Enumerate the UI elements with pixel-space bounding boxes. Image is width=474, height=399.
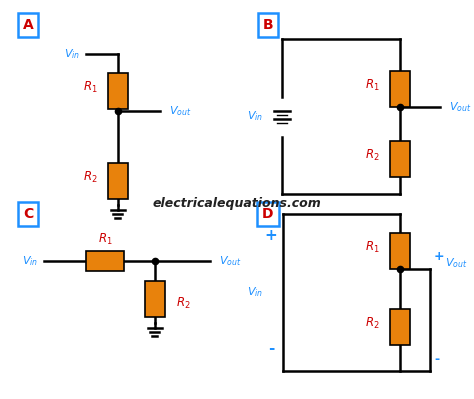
Text: $V_{out}$: $V_{out}$ (449, 100, 471, 114)
Bar (390, 309, 410, 345)
Text: $R_1$: $R_1$ (365, 77, 379, 93)
Text: $R_1$: $R_1$ (98, 231, 112, 247)
Text: -: - (268, 342, 274, 356)
Text: +: + (434, 251, 445, 263)
Text: C: C (23, 207, 33, 221)
Text: A: A (23, 18, 33, 32)
Text: electricalequations.com: electricalequations.com (153, 198, 321, 211)
Bar (390, 233, 410, 269)
Text: $V_{out}$: $V_{out}$ (219, 254, 241, 268)
Bar (390, 141, 410, 177)
Text: +: + (264, 229, 277, 243)
Bar (390, 71, 410, 107)
Bar (86, 251, 124, 271)
Text: $V_{in}$: $V_{in}$ (247, 286, 263, 299)
Text: $R_2$: $R_2$ (365, 148, 379, 162)
Text: B: B (263, 18, 273, 32)
Text: D: D (262, 207, 274, 221)
Text: $V_{in}$: $V_{in}$ (22, 254, 38, 268)
Text: $V_{out}$: $V_{out}$ (445, 256, 467, 270)
Text: $R_1$: $R_1$ (365, 239, 379, 255)
Bar (108, 163, 128, 199)
Bar (145, 281, 165, 317)
Bar (108, 73, 128, 109)
Text: $V_{in}$: $V_{in}$ (247, 110, 263, 123)
Text: $V_{out}$: $V_{out}$ (169, 104, 191, 118)
Text: $R_2$: $R_2$ (176, 295, 190, 310)
Text: $R_1$: $R_1$ (82, 79, 97, 95)
Text: $R_2$: $R_2$ (365, 316, 379, 330)
Text: $R_2$: $R_2$ (82, 170, 97, 185)
Text: $V_{in}$: $V_{in}$ (64, 47, 80, 61)
Text: -: - (434, 352, 439, 365)
